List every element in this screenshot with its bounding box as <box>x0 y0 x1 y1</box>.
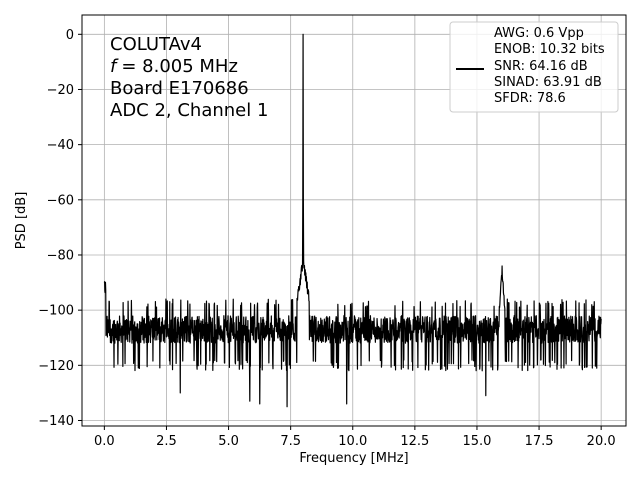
legend-sfdr: SFDR: 78.6 <box>494 91 566 106</box>
legend-enob: ENOB: 10.32 bits <box>494 42 605 57</box>
legend-awg: AWG: 0.6 Vpp <box>494 26 584 41</box>
annotation-adc-channel: ADC 2, Channel 1 <box>110 100 268 121</box>
x-axis-label: Frequency [MHz] <box>299 451 408 466</box>
annotation-frequency-symbol: f <box>110 56 119 77</box>
y-tick-label: −40 <box>47 138 74 153</box>
plot-frame <box>81 14 627 427</box>
x-tick-label: 5.0 <box>218 434 239 449</box>
psd-series-line <box>103 33 602 408</box>
series-layer <box>103 33 602 408</box>
y-axis: 0 −20 −40 −60 −80 −100 −120 −140 <box>38 28 82 429</box>
annotation-block: COLUTAv4 f = 8.005 MHz Board E170686 ADC … <box>110 34 268 121</box>
x-tick-label: 10.0 <box>338 434 367 449</box>
legend-box <box>449 21 619 113</box>
x-tick-label: 2.5 <box>156 434 177 449</box>
y-axis-label: PSD [dB] <box>14 192 29 250</box>
grid <box>82 15 626 426</box>
x-tick-label: 7.5 <box>280 434 301 449</box>
x-tick-label: 20.0 <box>587 434 616 449</box>
x-axis: 0.0 2.5 5.0 7.5 10.0 12.5 15.0 17.5 20.0 <box>94 426 616 449</box>
annotation-frequency-value: = 8.005 MHz <box>121 56 238 77</box>
y-tick-label: −100 <box>38 304 74 319</box>
y-tick-label: 0 <box>66 28 74 43</box>
annotation-frequency: f = 8.005 MHz <box>110 56 238 77</box>
annotation-device: COLUTAv4 <box>110 34 202 55</box>
y-tick-label: −20 <box>47 83 74 98</box>
x-tick-label: 17.5 <box>525 434 554 449</box>
y-tick-label: −80 <box>47 248 74 263</box>
y-tick-label: −140 <box>38 414 74 429</box>
x-tick-label: 0.0 <box>94 434 115 449</box>
x-tick-label: 15.0 <box>462 434 491 449</box>
legend-snr: SNR: 64.16 dB <box>494 59 588 74</box>
y-tick-label: −60 <box>47 193 74 208</box>
annotation-board: Board E170686 <box>110 78 249 99</box>
y-tick-label: −120 <box>38 359 74 374</box>
x-tick-label: 12.5 <box>400 434 429 449</box>
legend-sinad: SINAD: 63.91 dB <box>494 75 602 90</box>
legend: AWG: 0.6 Vpp ENOB: 10.32 bits SNR: 64.16… <box>449 21 619 113</box>
